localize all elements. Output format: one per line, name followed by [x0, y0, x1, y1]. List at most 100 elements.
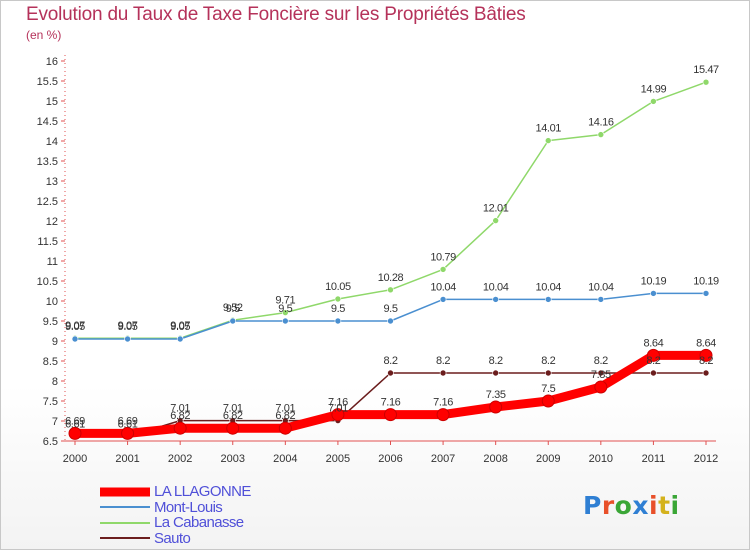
data-label-sauto: 6.61 [65, 419, 85, 431]
chart-subtitle: (en %) [26, 28, 62, 42]
data-label-sauto: 8.2 [541, 355, 555, 367]
x-tick-label: 2002 [168, 453, 192, 465]
proxiti-logo: Proxiti [583, 491, 680, 520]
y-tick-label: 8 [52, 376, 58, 388]
legend: LA LLAGONNE Mont-Louis La Cabanasse Saut… [100, 483, 251, 547]
y-tick-label: 9.5 [43, 316, 58, 328]
y-tick-label: 10 [46, 296, 58, 308]
data-label-la-cabanasse: 15.47 [693, 64, 719, 76]
data-labels-layer: 9.07 9.07 9.07 9.52 9.71 10.05 10.28 10.79 12.01… [65, 64, 719, 430]
data-label-mont-louis: 9.05 [65, 321, 85, 333]
y-tick-label: 8.5 [43, 356, 58, 368]
data-point-mont-louis [702, 290, 710, 297]
data-point-la-cabanasse [650, 98, 657, 105]
data-point-la-llagonne [541, 394, 555, 408]
data-label-mont-louis: 10.04 [535, 281, 561, 293]
data-label-la-llagonne: 6.82 [223, 410, 243, 422]
data-point-la-llagonne [226, 421, 240, 435]
data-label-mont-louis: 9.05 [170, 321, 190, 333]
data-point-la-llagonne [173, 421, 187, 435]
data-point-mont-louis [229, 317, 237, 325]
y-tick-label: 16 [46, 56, 58, 68]
data-label-sauto: 8.2 [383, 355, 397, 367]
data-label-la-cabanasse: 9.07 [170, 320, 190, 332]
data-point-mont-louis [387, 317, 394, 325]
data-point-sauto [702, 369, 710, 377]
x-tick-label: 2004 [273, 453, 297, 465]
data-point-la-llagonne [278, 421, 292, 435]
data-point-mont-louis [439, 296, 447, 303]
data-label-la-llagonne: 6.82 [170, 410, 190, 422]
data-point-sauto [650, 369, 657, 377]
data-point-la-cabanasse [387, 286, 394, 294]
data-point-la-cabanasse [597, 131, 605, 138]
x-tick-label: 2001 [115, 453, 139, 465]
data-point-la-llagonne [121, 426, 135, 440]
data-label-la-cabanasse: 14.99 [641, 83, 667, 95]
x-tick-label: 2003 [221, 453, 245, 465]
data-label-la-llagonne: 7.35 [486, 389, 506, 401]
data-label-mont-louis: 10.19 [641, 275, 667, 287]
data-label-la-cabanasse: 10.28 [378, 272, 404, 284]
y-tick-label: 14.5 [37, 116, 58, 128]
data-point-la-llagonne [331, 408, 345, 422]
data-label-la-cabanasse: 9.07 [118, 320, 138, 332]
legend-item-la-cabanasse: La Cabanasse [100, 514, 251, 531]
x-tick-label: 2010 [589, 453, 613, 465]
data-label-sauto: 8.2 [436, 355, 450, 367]
data-point-la-llagonne [68, 426, 82, 440]
data-label-sauto: 7.01 [170, 403, 190, 415]
x-tick-label: 2000 [63, 453, 87, 465]
data-label-la-llagonne: 7.85 [591, 369, 611, 381]
data-label-mont-louis: 9.5 [226, 303, 240, 315]
data-label-mont-louis: 9.05 [118, 321, 138, 333]
data-label-la-llagonne: 7.5 [541, 383, 555, 395]
data-label-la-cabanasse: 10.79 [430, 251, 456, 263]
data-point-sauto [387, 369, 394, 377]
data-label-la-cabanasse: 9.71 [275, 295, 295, 307]
x-tick-label: 2007 [431, 453, 455, 465]
data-point-la-cabanasse [702, 78, 710, 86]
data-point-mont-louis [124, 335, 131, 343]
y-tick-label: 9 [52, 336, 58, 348]
data-label-sauto: 7.01 [223, 403, 243, 415]
y-tick-label: 14 [46, 136, 58, 148]
y-tick-label: 15.5 [37, 76, 58, 88]
data-point-la-llagonne [594, 380, 608, 394]
logo-letter: i [649, 491, 659, 520]
data-point-mont-louis [650, 290, 657, 297]
y-tick-label: 15 [46, 96, 58, 108]
data-label-mont-louis: 10.04 [430, 281, 456, 293]
data-point-sauto [492, 369, 499, 377]
data-label-mont-louis: 10.04 [483, 281, 509, 293]
data-point-mont-louis [492, 296, 499, 303]
legend-item-sauto: Sauto [100, 530, 251, 547]
x-tick-label: 2009 [536, 453, 560, 465]
data-point-mont-louis [597, 296, 605, 303]
data-point-mont-louis [71, 335, 79, 343]
x-tick-label: 2005 [326, 453, 350, 465]
logo-letter: P [583, 491, 602, 520]
chart-title: Evolution du Taux de Taxe Foncière sur l… [26, 4, 526, 25]
data-label-la-cabanasse: 14.16 [588, 117, 614, 129]
data-label-mont-louis: 10.04 [588, 281, 614, 293]
data-label-la-cabanasse: 14.01 [535, 123, 561, 135]
data-point-sauto [439, 369, 447, 377]
data-point-mont-louis [334, 317, 342, 325]
legend-item-mont-louis: Mont-Louis [100, 498, 251, 516]
data-point-la-cabanasse [282, 309, 289, 316]
data-label-sauto: 7.01 [275, 403, 295, 415]
x-tick-label: 2012 [694, 453, 718, 465]
data-label-la-llagonne: 6.69 [65, 415, 85, 427]
y-tick-label: 7.5 [43, 396, 58, 408]
data-label-mont-louis: 10.19 [693, 275, 719, 287]
x-tick-label: 2006 [378, 453, 402, 465]
data-label-sauto: 8.2 [489, 355, 503, 367]
axes: 6.5 7 7.5 8 8.5 9 9.5 10 10.5 11 11.5 12 12.5 13 13.5 1… [37, 55, 718, 465]
y-tick-label: 6.5 [43, 436, 58, 448]
data-label-sauto: 7.01 [328, 403, 348, 415]
legend-label-mont-louis: Mont-Louis [154, 498, 223, 516]
legend-item-la-llagonne: LA LLAGONNE [100, 483, 251, 500]
